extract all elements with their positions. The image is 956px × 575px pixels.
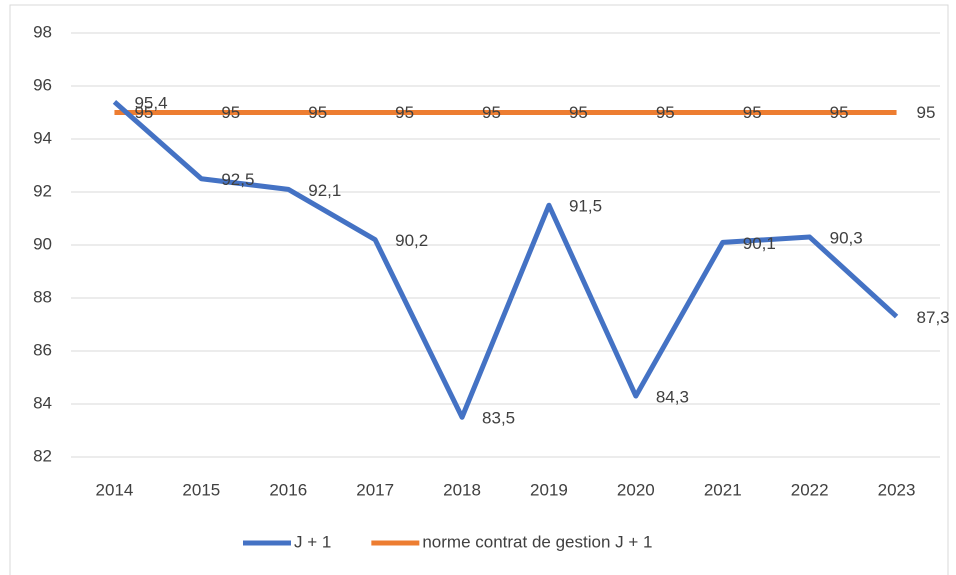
legend-label: norme contrat de gestion J + 1 (422, 532, 652, 551)
x-tick-label: 2016 (269, 480, 307, 499)
legend-label: J + 1 (294, 532, 331, 551)
data-label: 91,5 (569, 197, 602, 216)
data-label: 95 (743, 103, 762, 122)
data-label: 95,4 (134, 93, 167, 112)
y-tick-label: 92 (33, 181, 52, 200)
x-tick-label: 2021 (704, 480, 742, 499)
x-tick-label: 2022 (791, 480, 829, 499)
data-label: 95 (656, 103, 675, 122)
data-label: 95 (134, 103, 153, 122)
y-tick-label: 88 (33, 287, 52, 306)
x-tick-label: 2020 (617, 480, 655, 499)
series-line (112, 100, 899, 420)
data-label: 90,2 (395, 231, 428, 250)
x-tick-label: 2018 (443, 480, 481, 499)
data-label: 92,5 (221, 170, 254, 189)
x-tick-label: 2019 (530, 480, 568, 499)
data-label: 95 (395, 103, 414, 122)
chart-border (9, 4, 949, 575)
y-tick-label: 94 (33, 128, 52, 147)
y-tick-label: 90 (33, 234, 52, 253)
data-label: 83,5 (482, 409, 515, 428)
data-label: 87,3 (917, 308, 950, 327)
data-label: 90,1 (743, 234, 776, 253)
y-tick-label: 98 (33, 22, 52, 41)
data-label: 95 (569, 103, 588, 122)
data-label: 95 (221, 103, 240, 122)
data-label: 95 (482, 103, 501, 122)
x-tick-label: 2023 (878, 480, 916, 499)
data-label: 84,3 (656, 388, 689, 407)
data-label: 95 (917, 103, 936, 122)
y-tick-label: 96 (33, 75, 52, 94)
data-label: 95 (308, 103, 327, 122)
data-label: 92,1 (308, 181, 341, 200)
data-label: 95 (830, 103, 849, 122)
y-tick-label: 86 (33, 340, 52, 359)
x-tick-label: 2015 (182, 480, 220, 499)
y-tick-label: 82 (33, 446, 52, 465)
x-tick-label: 2017 (356, 480, 394, 499)
y-tick-label: 84 (33, 393, 52, 412)
data-label: 90,3 (830, 229, 863, 248)
x-tick-label: 2014 (96, 480, 134, 499)
